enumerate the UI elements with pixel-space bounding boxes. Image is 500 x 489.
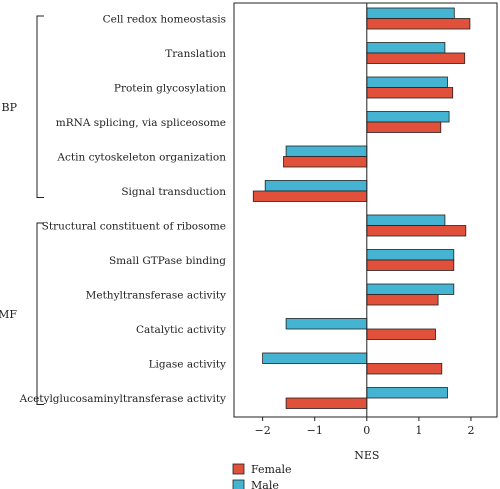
bar-male <box>366 249 455 261</box>
bar-male <box>366 214 446 226</box>
bar-female <box>366 87 454 99</box>
bar-female <box>366 121 442 133</box>
category-label: Acetylglucosaminyltransferase activity <box>19 393 226 405</box>
bar-female <box>252 190 368 202</box>
category-label: Small GTPase binding <box>109 255 226 267</box>
bar-female <box>366 294 439 306</box>
plot-border <box>233 2 498 418</box>
group-brackets: BP MF <box>0 15 44 405</box>
group-bracket <box>36 222 44 405</box>
bar-male <box>366 283 455 295</box>
bars-layer <box>252 7 471 409</box>
category-label: Actin cytoskeleton organization <box>56 152 226 164</box>
legend: Female Male <box>232 463 292 489</box>
x-tick-label: −1 <box>307 424 323 437</box>
bar-male <box>366 7 455 19</box>
legend-swatch-male <box>232 479 245 489</box>
category-label: mRNA splicing, via spliceosome <box>56 117 226 129</box>
group-label: MF <box>0 308 17 321</box>
bar-female <box>366 328 436 340</box>
category-label: Translation <box>165 48 226 60</box>
bar-male <box>264 180 368 192</box>
category-label: Cell redox homeostasis <box>103 14 226 26</box>
bar-female <box>366 225 467 237</box>
group-bracket <box>36 15 44 198</box>
category-labels: Cell redox homeostasis Translation Protein… <box>19 14 227 406</box>
bar-female <box>366 259 455 271</box>
x-tick-label: 0 <box>363 424 370 437</box>
bar-male <box>262 352 368 364</box>
category-label: Signal transduction <box>121 186 226 198</box>
bar-male <box>285 145 368 157</box>
x-tick-label: −2 <box>255 424 271 437</box>
x-axis-label: NES <box>354 449 379 462</box>
group-label: BP <box>2 101 18 114</box>
legend-label-female: Female <box>251 463 292 476</box>
bar-female <box>283 156 368 168</box>
category-label: Structural constituent of ribosome <box>42 221 226 233</box>
x-tick-label: 2 <box>467 424 474 437</box>
bar-male <box>366 76 448 88</box>
bar-male <box>285 318 368 330</box>
category-label: Ligase activity <box>149 359 226 371</box>
x-tick-label: 1 <box>415 424 422 437</box>
bar-male <box>366 111 450 123</box>
category-label: Methyltransferase activity <box>86 290 226 302</box>
x-axis: −2 −1 0 1 2 <box>255 417 474 437</box>
plot-frame <box>233 2 498 418</box>
category-label: Catalytic activity <box>136 324 226 336</box>
bar-female <box>366 363 443 375</box>
bar-female <box>366 52 466 64</box>
legend-label-male: Male <box>251 479 279 489</box>
bar-male <box>366 387 448 399</box>
bar-male <box>366 42 446 54</box>
bar-female <box>285 397 368 409</box>
bar-female <box>366 18 471 30</box>
category-label: Protein glycosylation <box>114 83 226 95</box>
legend-swatch-female <box>232 463 245 475</box>
